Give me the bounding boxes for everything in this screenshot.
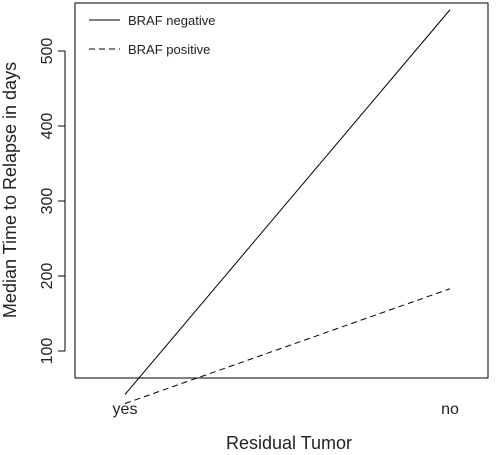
series-layer <box>124 9 451 404</box>
x-tick-label: yes <box>113 401 138 418</box>
legend: BRAF negative BRAF positive <box>89 13 215 57</box>
x-tick-label: no <box>441 401 459 418</box>
y-tick-label: 200 <box>39 263 56 290</box>
y-tick-label: 300 <box>39 188 56 215</box>
legend-label-braf-positive: BRAF positive <box>128 42 210 57</box>
x-axis-title: Residual Tumor <box>226 433 352 453</box>
series-line-braf-positive <box>124 288 451 404</box>
plot-frame <box>74 2 489 379</box>
x-axis: yes no <box>113 401 459 418</box>
series-line-braf-negative <box>124 9 451 395</box>
y-tick-label: 500 <box>39 38 56 65</box>
legend-label-braf-negative: BRAF negative <box>128 13 215 28</box>
y-axis: 100 200 300 400 500 <box>39 38 66 365</box>
y-tick-label: 100 <box>39 338 56 365</box>
y-axis-title: Median Time to Relapse in days <box>0 62 20 318</box>
y-tick-label: 400 <box>39 113 56 140</box>
